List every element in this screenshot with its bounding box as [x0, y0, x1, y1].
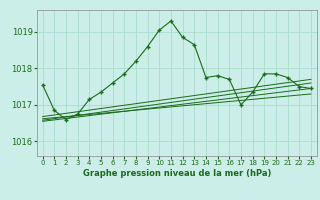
- X-axis label: Graphe pression niveau de la mer (hPa): Graphe pression niveau de la mer (hPa): [83, 169, 271, 178]
